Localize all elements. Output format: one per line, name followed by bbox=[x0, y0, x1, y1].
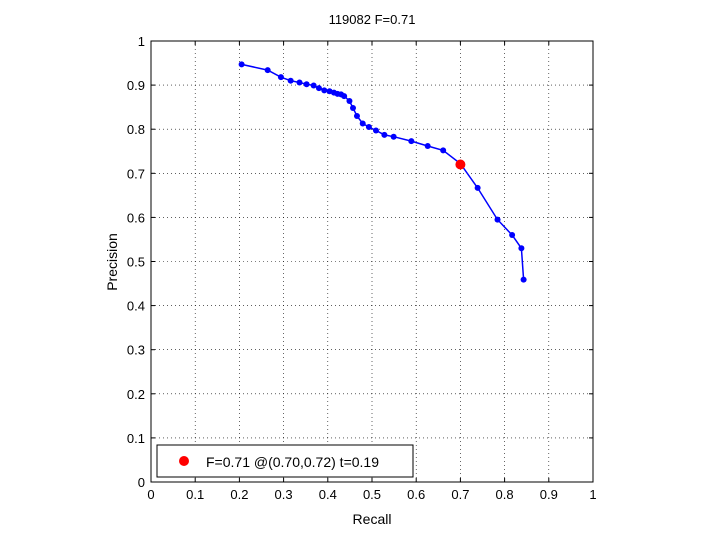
series-point bbox=[365, 123, 372, 130]
series-point bbox=[346, 97, 353, 104]
series-point bbox=[494, 216, 501, 223]
series-point bbox=[520, 276, 527, 283]
y-tick-label: 0 bbox=[138, 475, 145, 490]
x-axis-label: Recall bbox=[353, 511, 392, 527]
y-tick-label: 0.6 bbox=[127, 210, 145, 225]
legend-marker bbox=[179, 456, 189, 466]
series-point bbox=[372, 127, 379, 134]
x-tick-label: 0.7 bbox=[451, 487, 469, 502]
series-point bbox=[341, 93, 348, 100]
series-point bbox=[440, 147, 447, 154]
x-tick-label: 0.8 bbox=[496, 487, 514, 502]
y-tick-label: 0.5 bbox=[127, 255, 145, 270]
series-point bbox=[518, 245, 525, 252]
y-tick-label: 0.8 bbox=[127, 122, 145, 137]
y-tick-label: 0.9 bbox=[127, 78, 145, 93]
series-point bbox=[264, 67, 271, 74]
x-tick-labels: 0 0.1 0.2 0.3 0.4 0.5 0.6 0.7 0.8 0.9 1 bbox=[147, 487, 596, 502]
series-point bbox=[296, 79, 303, 86]
x-tick-label: 0 bbox=[147, 487, 154, 502]
y-tick-label: 0.4 bbox=[127, 299, 145, 314]
series-point bbox=[321, 87, 328, 94]
best-f-marker bbox=[455, 159, 466, 170]
series-point bbox=[310, 82, 317, 89]
series-point bbox=[424, 142, 431, 149]
y-tick-labels: 0 0.1 0.2 0.3 0.4 0.5 0.6 0.7 0.8 0.9 1 bbox=[127, 34, 145, 490]
y-tick-label: 0.3 bbox=[127, 343, 145, 358]
y-axis-label: Precision bbox=[104, 233, 120, 291]
x-tick-label: 0.5 bbox=[363, 487, 381, 502]
x-tick-label: 0.3 bbox=[275, 487, 293, 502]
series-point bbox=[315, 85, 322, 92]
y-tick-label: 0.1 bbox=[127, 431, 145, 446]
x-tick-label: 1 bbox=[589, 487, 596, 502]
plot-frame bbox=[150, 40, 594, 483]
x-tick-label: 0.9 bbox=[540, 487, 558, 502]
series-point bbox=[353, 112, 360, 119]
series-point bbox=[277, 74, 284, 81]
series-point bbox=[381, 131, 388, 138]
y-tick-label: 0.7 bbox=[127, 166, 145, 181]
best-f-point bbox=[455, 159, 466, 170]
x-tick-label: 0.2 bbox=[230, 487, 248, 502]
grid-lines bbox=[151, 41, 593, 482]
y-tick-label: 1 bbox=[138, 34, 145, 49]
x-tick-label: 0.4 bbox=[319, 487, 337, 502]
series-point bbox=[238, 61, 245, 68]
legend-label: F=0.71 @(0.70,0.72) t=0.19 bbox=[206, 454, 379, 470]
series-point bbox=[474, 184, 481, 191]
legend-box bbox=[156, 444, 414, 478]
series-point bbox=[359, 120, 366, 127]
series-point bbox=[390, 133, 397, 140]
x-tick-label: 0.1 bbox=[186, 487, 204, 502]
y-tick-label: 0.2 bbox=[127, 387, 145, 402]
series-point bbox=[303, 81, 310, 88]
x-tick-label: 0.6 bbox=[407, 487, 425, 502]
series-point bbox=[349, 105, 356, 112]
series-point bbox=[287, 77, 294, 84]
legend: F=0.71 @(0.70,0.72) t=0.19 bbox=[156, 444, 414, 478]
chart-title: 119082 F=0.71 bbox=[329, 12, 416, 27]
series-point bbox=[509, 232, 516, 239]
plot-area bbox=[150, 40, 594, 483]
series-point bbox=[408, 138, 415, 145]
